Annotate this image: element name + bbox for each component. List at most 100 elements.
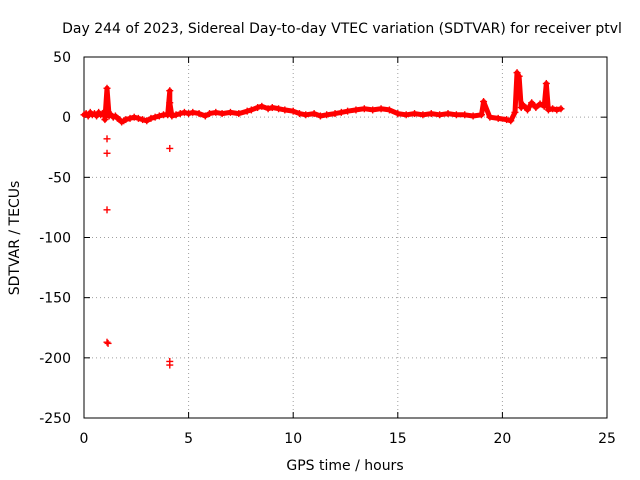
x-tick-label-1: 5 xyxy=(184,431,193,447)
data-point-43 xyxy=(172,111,180,119)
data-point-95 xyxy=(515,72,523,80)
data-point-104 xyxy=(544,106,552,114)
x-tick-label-4: 20 xyxy=(493,431,511,447)
data-point-60 xyxy=(268,104,276,112)
data-point-68 xyxy=(323,111,331,119)
data-point-107 xyxy=(557,105,565,113)
y-tick-label-1: 0 xyxy=(62,110,71,126)
data-point-72 xyxy=(352,106,360,114)
data-point-31 xyxy=(143,117,151,125)
data-point-90 xyxy=(494,114,502,122)
x-tick-label-5: 25 xyxy=(598,431,616,447)
data-point-77 xyxy=(394,110,402,118)
chart-title: Day 244 of 2023, Sidereal Day-to-day VTE… xyxy=(62,21,622,37)
data-point-11 xyxy=(101,116,109,124)
data-point-32 xyxy=(147,114,155,122)
data-point-100 xyxy=(532,104,540,112)
x-axis-label: GPS time / hours xyxy=(286,458,403,474)
data-point-55 xyxy=(243,107,251,115)
data-point-27 xyxy=(126,114,134,122)
data-point-93 xyxy=(511,108,519,116)
data-points xyxy=(80,69,565,369)
data-point-87 xyxy=(477,111,485,119)
data-point-41 xyxy=(166,361,174,369)
data-point-58 xyxy=(258,102,266,110)
data-point-28 xyxy=(130,113,138,121)
data-point-103 xyxy=(542,79,550,87)
y-tick-labels: 50 0 -50 -100 -150 -200 -250 xyxy=(39,50,71,427)
data-point-64 xyxy=(295,110,303,118)
data-point-56 xyxy=(247,106,255,114)
data-point-69 xyxy=(331,110,339,118)
data-point-46 xyxy=(185,110,193,118)
data-point-89 xyxy=(486,113,494,121)
y-tick-label-3: -100 xyxy=(39,231,71,247)
data-point-14 xyxy=(103,149,111,157)
data-point-37 xyxy=(166,87,174,95)
data-point-94 xyxy=(513,69,521,77)
data-point-62 xyxy=(281,106,289,114)
data-point-82 xyxy=(436,111,444,119)
data-point-81 xyxy=(427,110,435,118)
data-point-83 xyxy=(444,110,452,118)
data-point-102 xyxy=(540,102,548,110)
data-point-52 xyxy=(218,110,226,118)
axis-ticks xyxy=(83,56,608,419)
data-point-91 xyxy=(503,116,511,124)
data-point-74 xyxy=(369,106,377,114)
y-tick-label-0: 50 xyxy=(53,50,71,66)
data-point-51 xyxy=(212,108,220,116)
data-point-84 xyxy=(452,111,460,119)
data-point-45 xyxy=(180,108,188,116)
data-point-54 xyxy=(235,110,243,118)
data-point-44 xyxy=(176,110,184,118)
data-point-30 xyxy=(139,116,147,124)
data-point-79 xyxy=(411,110,419,118)
x-tick-label-0: 0 xyxy=(80,431,89,447)
data-point-42 xyxy=(168,112,176,120)
x-tick-label-2: 10 xyxy=(284,431,302,447)
data-point-88 xyxy=(480,98,488,106)
data-point-34 xyxy=(155,112,163,120)
data-point-73 xyxy=(360,105,368,113)
data-point-63 xyxy=(289,107,297,115)
data-point-66 xyxy=(310,110,318,118)
data-point-85 xyxy=(461,111,469,119)
data-point-10 xyxy=(101,107,109,115)
data-point-61 xyxy=(275,105,283,113)
data-point-57 xyxy=(254,104,262,112)
data-point-75 xyxy=(377,105,385,113)
y-axis-label: SDTVAR / TECUs xyxy=(7,181,23,296)
data-point-76 xyxy=(385,106,393,114)
data-point-12 xyxy=(103,84,111,92)
data-point-17 xyxy=(104,339,112,347)
data-point-47 xyxy=(189,108,197,116)
y-tick-label-2: -50 xyxy=(48,170,71,186)
data-point-15 xyxy=(103,206,111,214)
data-point-98 xyxy=(524,106,532,114)
data-point-53 xyxy=(226,108,234,116)
data-point-36 xyxy=(164,111,172,119)
data-point-39 xyxy=(166,144,174,152)
data-point-13 xyxy=(103,135,111,143)
data-point-71 xyxy=(344,107,352,115)
x-tick-label-3: 15 xyxy=(389,431,407,447)
data-point-92 xyxy=(507,117,515,125)
data-point-101 xyxy=(536,100,544,108)
data-point-6 xyxy=(93,112,101,120)
data-point-67 xyxy=(316,112,324,120)
data-point-80 xyxy=(419,111,427,119)
data-point-33 xyxy=(151,113,159,121)
y-tick-label-6: -250 xyxy=(39,411,71,427)
x-tick-labels: 0 5 10 15 20 25 xyxy=(80,431,616,447)
data-point-86 xyxy=(469,112,477,120)
data-point-38 xyxy=(166,99,174,107)
data-point-49 xyxy=(201,112,209,120)
data-point-106 xyxy=(553,106,561,114)
data-point-29 xyxy=(134,114,142,122)
y-tick-label-4: -150 xyxy=(39,291,71,307)
data-point-97 xyxy=(519,101,527,109)
data-point-65 xyxy=(302,111,310,119)
